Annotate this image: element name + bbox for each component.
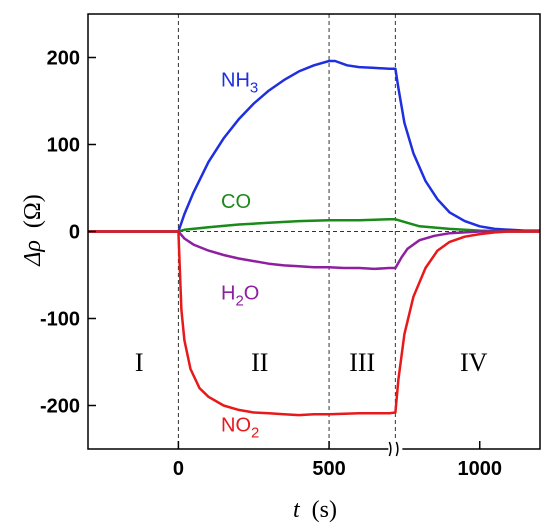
x-tick-label-0: 0: [173, 458, 184, 480]
series-labels: NH3 CO H2O NO2: [221, 69, 259, 441]
region-label-i: I: [135, 348, 144, 377]
series-line-co: [88, 218, 540, 233]
region-label-iv: IV: [460, 348, 488, 377]
series-label-nh3: NH3: [221, 69, 258, 96]
series-line-no2: [88, 230, 540, 417]
region-labels: I II III IV: [135, 348, 488, 377]
y-axis-symbol: Δρ: [20, 240, 46, 267]
y-tick-label-4: -200: [40, 396, 80, 418]
series-line-nh3: [88, 59, 540, 233]
y-tick-label-0: 200: [47, 48, 80, 70]
x-axis-symbol: t: [293, 497, 301, 523]
y-axis-label: Δρ (Ω): [20, 194, 46, 266]
region-label-iii: III: [349, 348, 375, 377]
x-axis-label: t (s): [293, 497, 337, 523]
y-tick-label-2: 0: [69, 222, 80, 244]
series-line-h2o: [88, 230, 540, 271]
y-tick-label-1: 100: [47, 135, 80, 157]
x-axis-unit: (s): [312, 497, 337, 523]
axis-break-mark-left: [388, 441, 392, 457]
x-tick-label-2: 1000: [457, 458, 502, 480]
x-tick-label-1: 500: [312, 458, 345, 480]
region-label-ii: II: [251, 348, 268, 377]
series-label-h2o: H2O: [221, 282, 259, 309]
axis-break-gap: [388, 441, 403, 457]
y-axis-unit: (Ω): [20, 194, 46, 228]
series-label-co: CO: [221, 191, 251, 213]
y-tick-label-3: -100: [40, 309, 80, 331]
series-label-no2: NO2: [221, 415, 259, 442]
series-group: [88, 59, 540, 417]
axis-break-mark-right: [395, 441, 399, 457]
